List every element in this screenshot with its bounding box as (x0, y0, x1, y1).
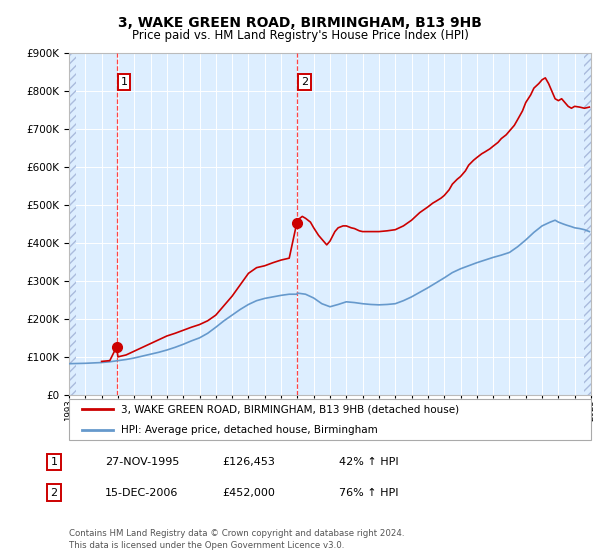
Text: 1: 1 (121, 77, 128, 87)
Text: 3, WAKE GREEN ROAD, BIRMINGHAM, B13 9HB (detached house): 3, WAKE GREEN ROAD, BIRMINGHAM, B13 9HB … (121, 404, 460, 414)
Text: Contains HM Land Registry data © Crown copyright and database right 2024.
This d: Contains HM Land Registry data © Crown c… (69, 529, 404, 550)
Text: £126,453: £126,453 (222, 457, 275, 467)
Bar (69, 53, 76, 395)
FancyBboxPatch shape (69, 399, 591, 440)
Text: 15-DEC-2006: 15-DEC-2006 (105, 488, 178, 498)
Text: 2: 2 (50, 488, 58, 498)
Bar (584, 53, 591, 395)
Text: £452,000: £452,000 (222, 488, 275, 498)
Text: 76% ↑ HPI: 76% ↑ HPI (339, 488, 398, 498)
Text: 2: 2 (301, 77, 308, 87)
Text: HPI: Average price, detached house, Birmingham: HPI: Average price, detached house, Birm… (121, 424, 378, 435)
Text: Price paid vs. HM Land Registry's House Price Index (HPI): Price paid vs. HM Land Registry's House … (131, 29, 469, 42)
Text: 3, WAKE GREEN ROAD, BIRMINGHAM, B13 9HB: 3, WAKE GREEN ROAD, BIRMINGHAM, B13 9HB (118, 16, 482, 30)
Text: 27-NOV-1995: 27-NOV-1995 (105, 457, 179, 467)
Text: 1: 1 (50, 457, 58, 467)
Text: 42% ↑ HPI: 42% ↑ HPI (339, 457, 398, 467)
